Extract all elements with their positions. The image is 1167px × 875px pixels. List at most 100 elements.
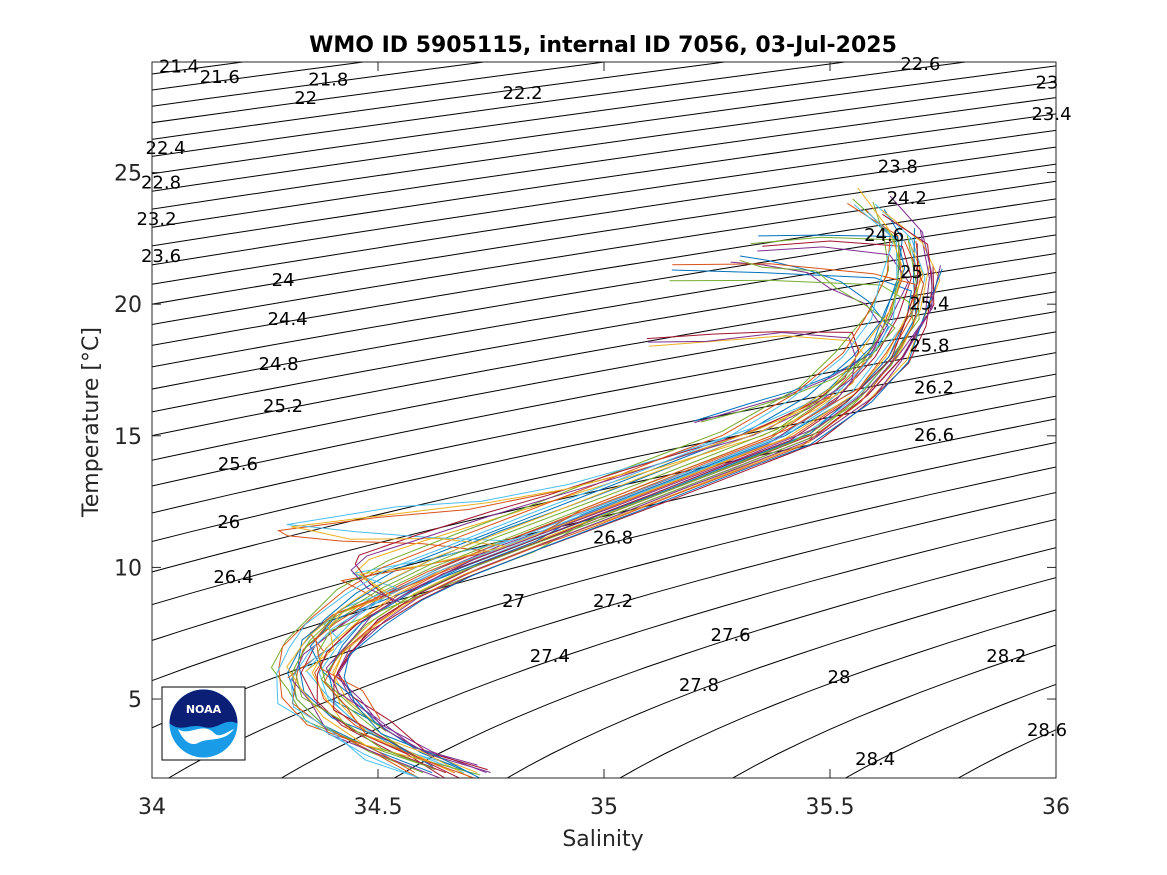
y-tick-label: 5 bbox=[128, 688, 142, 713]
density-contour bbox=[280, 518, 1056, 778]
density-contour bbox=[152, 311, 1056, 487]
profile-line bbox=[305, 238, 919, 767]
density-contour bbox=[152, 271, 1056, 437]
contour-label: 23.6 bbox=[141, 246, 181, 267]
contour-label: 26.4 bbox=[213, 567, 253, 588]
contour-label: 23.4 bbox=[1031, 104, 1071, 125]
contour-label: 27 bbox=[502, 591, 525, 612]
x-axis-ticks: 34 34.5 35 35.5 36 bbox=[138, 62, 1070, 820]
contour-label: 25.2 bbox=[263, 396, 303, 417]
profile-line bbox=[290, 204, 898, 778]
density-contour bbox=[152, 180, 1056, 325]
contour-label: 26.8 bbox=[593, 528, 633, 549]
profile-line bbox=[290, 394, 839, 673]
profile-line bbox=[309, 269, 912, 726]
density-contour bbox=[167, 492, 1056, 778]
contour-label: 23.8 bbox=[878, 157, 918, 178]
profile-line bbox=[293, 236, 900, 771]
density-contour bbox=[152, 163, 1056, 305]
contour-label: 25.4 bbox=[909, 293, 949, 314]
density-contour bbox=[152, 352, 1056, 543]
contour-label: 26.2 bbox=[914, 378, 954, 399]
density-contour bbox=[506, 577, 1056, 778]
profile-line bbox=[276, 212, 895, 777]
profile-line bbox=[291, 246, 909, 778]
contour-label: 24.6 bbox=[864, 225, 904, 246]
profile-line bbox=[343, 268, 943, 778]
density-contour bbox=[152, 466, 1056, 729]
density-contour bbox=[152, 418, 1056, 641]
profile-line bbox=[311, 242, 924, 773]
contour-label: 21.8 bbox=[308, 70, 348, 91]
contour-label: 21.6 bbox=[200, 67, 240, 88]
y-axis-label: Temperature [°C] bbox=[79, 327, 104, 518]
contour-label: 24.8 bbox=[259, 354, 299, 375]
contour-label: 27.6 bbox=[711, 625, 751, 646]
contour-label: 21.4 bbox=[159, 57, 199, 78]
profile-line bbox=[694, 255, 889, 422]
contour-label: 24.2 bbox=[887, 188, 927, 209]
profile-line bbox=[314, 240, 921, 774]
contour-label: 22.8 bbox=[141, 172, 181, 193]
contour-label: 22.4 bbox=[146, 138, 186, 159]
profile-line bbox=[354, 335, 867, 608]
y-axis-ticks: 5 10 15 20 25 bbox=[114, 162, 1056, 713]
density-contour bbox=[152, 62, 368, 91]
density-contour bbox=[152, 441, 1056, 682]
contour-label: 22.6 bbox=[900, 54, 940, 75]
contour-label: 23.2 bbox=[136, 209, 176, 230]
contour-label: 28 bbox=[828, 667, 851, 688]
profile-line bbox=[337, 264, 935, 771]
x-tick-label: 36 bbox=[1042, 795, 1070, 820]
contour-label: 24 bbox=[272, 270, 295, 291]
density-contour bbox=[152, 216, 1056, 368]
profile-line bbox=[297, 234, 906, 768]
density-contour-labels: 21.421.6 21.822 22.2 22.4 22.6 22.8 23 23.2 23.4… bbox=[136, 54, 1071, 770]
density-contour bbox=[152, 129, 1056, 266]
density-contour bbox=[152, 113, 1056, 247]
y-tick-label: 10 bbox=[114, 556, 142, 581]
density-contour bbox=[619, 609, 1056, 778]
profile-line bbox=[332, 264, 930, 774]
contour-label: 27.4 bbox=[530, 646, 570, 667]
profile-line bbox=[270, 201, 890, 766]
x-tick-label: 35 bbox=[590, 795, 618, 820]
density-contour bbox=[731, 644, 1056, 778]
profile-line bbox=[286, 387, 844, 669]
noaa-logo-text: NOAA bbox=[186, 703, 222, 716]
density-contours bbox=[152, 62, 1056, 778]
density-contour bbox=[152, 97, 1056, 228]
contour-label: 28.4 bbox=[855, 749, 895, 770]
y-tick-label: 20 bbox=[114, 293, 142, 318]
contour-label: 25.8 bbox=[909, 336, 949, 357]
profile-line bbox=[316, 243, 919, 778]
density-contour bbox=[152, 373, 1056, 573]
contour-label: 25 bbox=[900, 262, 923, 283]
contour-label: 28.2 bbox=[986, 646, 1026, 667]
contour-label: 27.8 bbox=[679, 675, 719, 696]
profile-line bbox=[350, 331, 857, 603]
x-axis-label: Salinity bbox=[562, 827, 643, 852]
plot-frame bbox=[151, 61, 1057, 779]
x-tick-label: 34.5 bbox=[354, 795, 403, 820]
x-tick-label: 34 bbox=[138, 795, 166, 820]
contour-label: 25.6 bbox=[218, 454, 258, 475]
y-tick-label: 15 bbox=[114, 425, 142, 450]
density-contour bbox=[152, 234, 1056, 390]
density-contour bbox=[152, 146, 1056, 285]
x-tick-label: 35.5 bbox=[806, 795, 855, 820]
noaa-logo-icon: NOAA bbox=[161, 686, 246, 761]
density-contour bbox=[152, 62, 609, 124]
density-contour bbox=[152, 81, 1056, 210]
density-contour bbox=[393, 547, 1056, 778]
chart-title: WMO ID 5905115, internal ID 7056, 03-Jul… bbox=[309, 33, 897, 58]
density-contour bbox=[152, 65, 1056, 192]
profile-line bbox=[325, 195, 933, 766]
profile-line bbox=[701, 259, 896, 423]
contour-label: 26.6 bbox=[914, 425, 954, 446]
profile-line bbox=[354, 331, 860, 602]
density-contour bbox=[152, 395, 1056, 606]
contour-label: 24.4 bbox=[268, 309, 308, 330]
profile-line bbox=[287, 209, 903, 774]
